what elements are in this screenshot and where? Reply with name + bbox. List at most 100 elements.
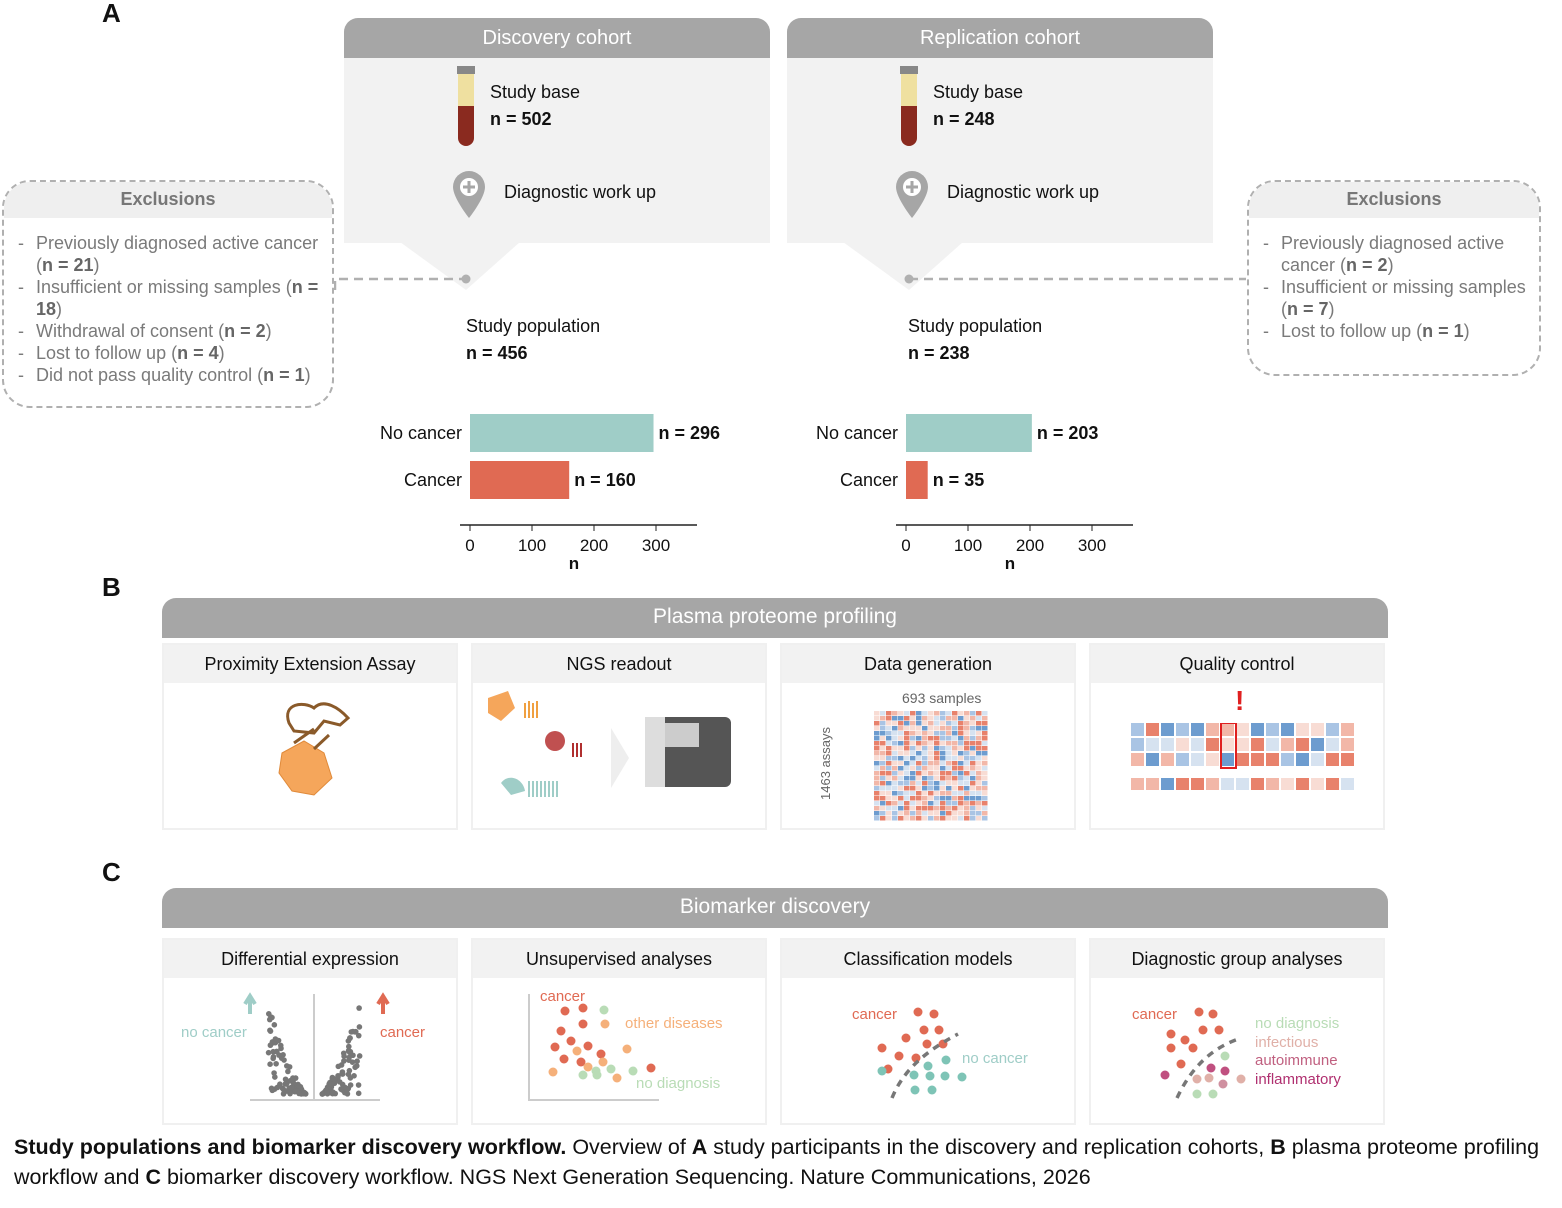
caption-text: plasma proteome profiling workflow and — [14, 1135, 1540, 1189]
heatmap-cell — [982, 781, 988, 786]
heatmap-cell — [934, 711, 940, 716]
heatmap-cell — [970, 711, 976, 716]
volcano-point — [296, 1090, 302, 1097]
replication-cohort-title: Replication cohort — [787, 18, 1213, 58]
heatmap-cell — [922, 721, 928, 726]
volcano-point — [281, 1057, 287, 1063]
heatmap-cell — [916, 746, 922, 751]
qc-cell — [1191, 723, 1204, 736]
heatmap-cell — [886, 811, 892, 816]
plasma-profiling-header: Plasma proteome profiling — [162, 598, 1388, 638]
heatmap-cell — [964, 776, 970, 781]
heatmap-cell — [952, 711, 958, 716]
qc-cell — [1206, 723, 1219, 736]
exclusion-count: n = 1 — [263, 365, 305, 385]
volcano-point — [355, 1090, 362, 1097]
heatmap-cell — [946, 791, 952, 796]
exclusion-item: - Withdrawal of consent (n = 2) — [18, 321, 272, 341]
exclusion-item: - Lost to follow up (n = 1) — [1263, 321, 1470, 341]
heatmap-cell — [904, 776, 910, 781]
heatmap-cell — [934, 746, 940, 751]
qc-cell — [1191, 738, 1204, 751]
heatmap-cell — [982, 741, 988, 746]
heatmap-cell — [934, 726, 940, 731]
heatmap-cell — [958, 761, 964, 766]
heatmap-cell — [952, 786, 958, 791]
heatmap-cell — [874, 751, 880, 756]
heatmap-cell — [928, 771, 934, 776]
heatmap-cell — [976, 746, 982, 751]
exclusion-count: n = 2 — [1346, 255, 1388, 275]
heatmap-cell — [910, 766, 916, 771]
unsup-other-diseases-label: other diseases — [625, 1015, 723, 1032]
volcano-point — [267, 1028, 274, 1034]
heatmap-cell — [940, 806, 946, 811]
qc-cell — [1266, 753, 1279, 766]
dga-cancer-label: cancer — [1132, 1006, 1178, 1023]
heatmap-cell — [874, 741, 880, 746]
qc-cell — [1191, 778, 1204, 790]
exclusion-text: Previously diagnosed active cancer ( — [1281, 233, 1505, 275]
heatmap-cell — [874, 721, 880, 726]
heatmap-cell — [946, 721, 952, 726]
blood-tube-icon — [900, 66, 918, 146]
exclusion-text: Insufficient or missing samples ( — [1281, 277, 1526, 319]
heatmap-cell — [964, 816, 970, 821]
heatmap-cell — [928, 791, 934, 796]
heatmap-cell — [934, 801, 940, 806]
heatmap-cell — [964, 781, 970, 786]
card-title: NGS readout — [473, 645, 765, 683]
caption-text: biomarker discovery workflow. NGS Next G… — [160, 1165, 1091, 1189]
volcano-point — [354, 1063, 360, 1069]
caption-ref-a: A — [691, 1135, 708, 1159]
heatmap-cell — [886, 781, 892, 786]
study-base-label: Study base — [490, 82, 581, 102]
bar — [906, 414, 1032, 452]
heatmap-cell — [982, 726, 988, 731]
heatmap-cell — [928, 776, 934, 781]
qc-cell — [1251, 738, 1264, 751]
x-tick-label: 200 — [1016, 536, 1044, 555]
heatmap-cell — [922, 726, 928, 731]
samples-label: samples — [929, 690, 982, 706]
exclusion-text: Insufficient or missing samples ( — [36, 277, 292, 297]
heatmap-cell — [874, 711, 880, 716]
heatmap-cell — [886, 746, 892, 751]
heatmap-cell — [904, 726, 910, 731]
heatmap-cell — [910, 776, 916, 781]
exclusion-item: - Insufficient or missing samples (n = 18… — [18, 277, 319, 319]
volcano-point — [272, 1074, 278, 1080]
volcano-point — [338, 1086, 344, 1092]
heatmap-cell — [934, 766, 940, 771]
unsup-cancer-label: cancer — [540, 988, 586, 1005]
heatmap-cell — [940, 776, 946, 781]
volcano-point — [328, 1081, 335, 1088]
heatmap-cell — [952, 761, 958, 766]
heatmap-cell — [934, 791, 940, 796]
qc-grid-illustration — [1131, 723, 1354, 790]
heatmap-cell — [976, 811, 982, 816]
qc-cell — [1326, 778, 1339, 790]
heatmap-cell — [874, 756, 880, 761]
heatmap-cell — [916, 721, 922, 726]
heatmap-cell — [904, 786, 910, 791]
heatmap-cell — [880, 791, 886, 796]
group-autoimmune: autoimmune — [1255, 1052, 1338, 1069]
heatmap-cell — [874, 786, 880, 791]
heatmap-cell — [946, 716, 952, 721]
diagnostic-groups-illustration — [1160, 1007, 1246, 1099]
heatmap-cell — [916, 806, 922, 811]
group-infectious: infectious — [1255, 1033, 1319, 1051]
heatmap-cell — [916, 711, 922, 716]
qc-cell — [1221, 723, 1234, 736]
exclusion-text: Withdrawal of consent ( — [36, 321, 225, 341]
heatmap-cell — [946, 796, 952, 801]
card-classification-models: Classification models cancer no cancer — [780, 938, 1076, 1125]
heatmap-cell — [898, 766, 904, 771]
heatmap-cell — [904, 741, 910, 746]
heatmap-cell — [952, 781, 958, 786]
heatmap-cell — [922, 741, 928, 746]
bar — [906, 461, 928, 499]
heatmap-cell — [898, 791, 904, 796]
x-tick-label: 100 — [954, 536, 982, 555]
